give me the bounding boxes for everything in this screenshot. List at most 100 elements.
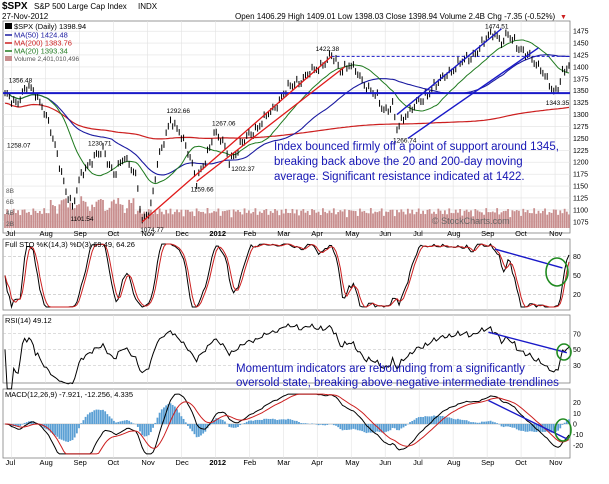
volume-bar: [50, 200, 52, 228]
volume-bar: [185, 210, 187, 228]
macd-histogram-bar: [387, 424, 389, 431]
volume-bar: [346, 217, 348, 228]
volume-bar: [257, 215, 259, 228]
volume-bar: [350, 210, 352, 228]
volume-bar: [115, 204, 117, 228]
macd-histogram-bar: [183, 419, 185, 424]
price-label: 1356.48: [9, 78, 33, 85]
x-tick-label: May: [345, 229, 359, 238]
volume-bar: [420, 214, 422, 228]
volume-bar: [41, 214, 43, 228]
macd-histogram-bar: [180, 416, 182, 424]
macd-histogram-bar: [296, 421, 298, 424]
volume-bar: [516, 210, 518, 228]
volume-bar: [150, 210, 152, 228]
volume-bar: [32, 209, 34, 228]
macd-histogram-bar: [133, 423, 135, 424]
volume-bar: [379, 211, 381, 228]
macd-histogram-bar: [176, 409, 178, 424]
macd-histogram-bar: [76, 424, 78, 433]
volume-bar: [331, 213, 333, 228]
macd-histogram-bar: [78, 424, 80, 428]
volume-bar: [220, 216, 222, 228]
macd-histogram-bar: [187, 424, 189, 426]
x-tick-label: 2012: [209, 458, 226, 467]
volume-bar: [511, 210, 513, 228]
main-annotation: Index bounced firmly off a point of supp…: [274, 140, 568, 185]
macd-histogram-bar: [488, 421, 490, 424]
macd-histogram-bar: [418, 417, 420, 424]
volume-bar: [180, 210, 182, 228]
sto-tick-label: 50: [573, 273, 581, 280]
volume-bar: [559, 210, 561, 228]
x-tick-label: Jul: [413, 229, 423, 238]
volume-bar: [222, 211, 224, 228]
x-tick-label: Mar: [277, 229, 290, 238]
volume-bar: [429, 209, 431, 228]
macd-histogram-bar: [294, 421, 296, 424]
volume-bar: [244, 208, 246, 228]
volume-bar: [376, 212, 378, 228]
macd-histogram-bar: [479, 423, 481, 424]
macd-histogram-bar: [292, 420, 294, 424]
volume-bar: [302, 209, 304, 228]
macd-histogram-bar: [278, 420, 280, 424]
volume-bar: [187, 210, 189, 228]
volume-bar: [218, 209, 220, 228]
x-tick-label: Jul: [413, 458, 423, 467]
volume-bar: [239, 212, 241, 228]
volume-bar: [233, 209, 235, 228]
x-tick-label: Nov: [141, 458, 155, 467]
volume-bar: [176, 209, 178, 228]
volume-bar: [268, 215, 270, 228]
volume-bar: [283, 213, 285, 228]
rsi-tick-label: 70: [573, 331, 581, 338]
volume-bar: [189, 212, 191, 228]
volume-bar: [183, 216, 185, 228]
volume-bar: [296, 210, 298, 228]
macd-histogram-bar: [255, 420, 257, 424]
volume-bar: [126, 208, 128, 228]
x-tick-label: Sep: [73, 458, 86, 467]
volume-bar: [207, 208, 209, 228]
macd-histogram-bar: [265, 419, 267, 424]
volume-bar: [165, 210, 167, 228]
macd-histogram-bar: [455, 419, 457, 424]
x-tick-label: Nov: [549, 229, 563, 238]
macd-histogram-bar: [344, 424, 346, 430]
volume-bar: [542, 211, 544, 228]
volume-bar: [372, 213, 374, 228]
macd-histogram-bar: [525, 424, 527, 432]
macd-histogram-bar: [143, 424, 145, 436]
volume-bar: [315, 213, 317, 228]
x-tick-label: Nov: [549, 458, 563, 467]
volume-bar: [407, 209, 409, 228]
macd-histogram-bar: [564, 423, 566, 424]
macd-histogram-bar: [246, 422, 248, 424]
volume-bar: [159, 208, 161, 228]
macd-histogram-bar: [315, 424, 317, 425]
macd-histogram-bar: [324, 424, 326, 425]
macd-histogram-bar: [100, 410, 102, 424]
volume-bar: [133, 198, 135, 228]
volume-bar: [392, 210, 394, 228]
price-tick-label: 1200: [573, 160, 589, 167]
x-tick-label: Feb: [243, 458, 256, 467]
x-tick-label: 2012: [209, 229, 226, 238]
volume-bar: [265, 209, 267, 228]
macd-histogram-bar: [237, 424, 239, 427]
macd-histogram-bar: [398, 424, 400, 430]
macd-histogram-bar: [353, 424, 355, 429]
volume-bar: [533, 208, 535, 228]
volume-bar: [61, 200, 63, 228]
volume-bar: [202, 212, 204, 228]
macd-histogram-bar: [501, 424, 503, 426]
macd-histogram-bar: [69, 424, 71, 441]
volume-bar: [194, 216, 196, 228]
macd-histogram-bar: [363, 424, 365, 432]
macd-histogram-bar: [322, 424, 324, 425]
volume-bar: [353, 211, 355, 228]
volume-bar: [370, 208, 372, 228]
price-tick-label: 1150: [573, 184, 588, 191]
macd-tick-label: -10: [573, 432, 583, 439]
